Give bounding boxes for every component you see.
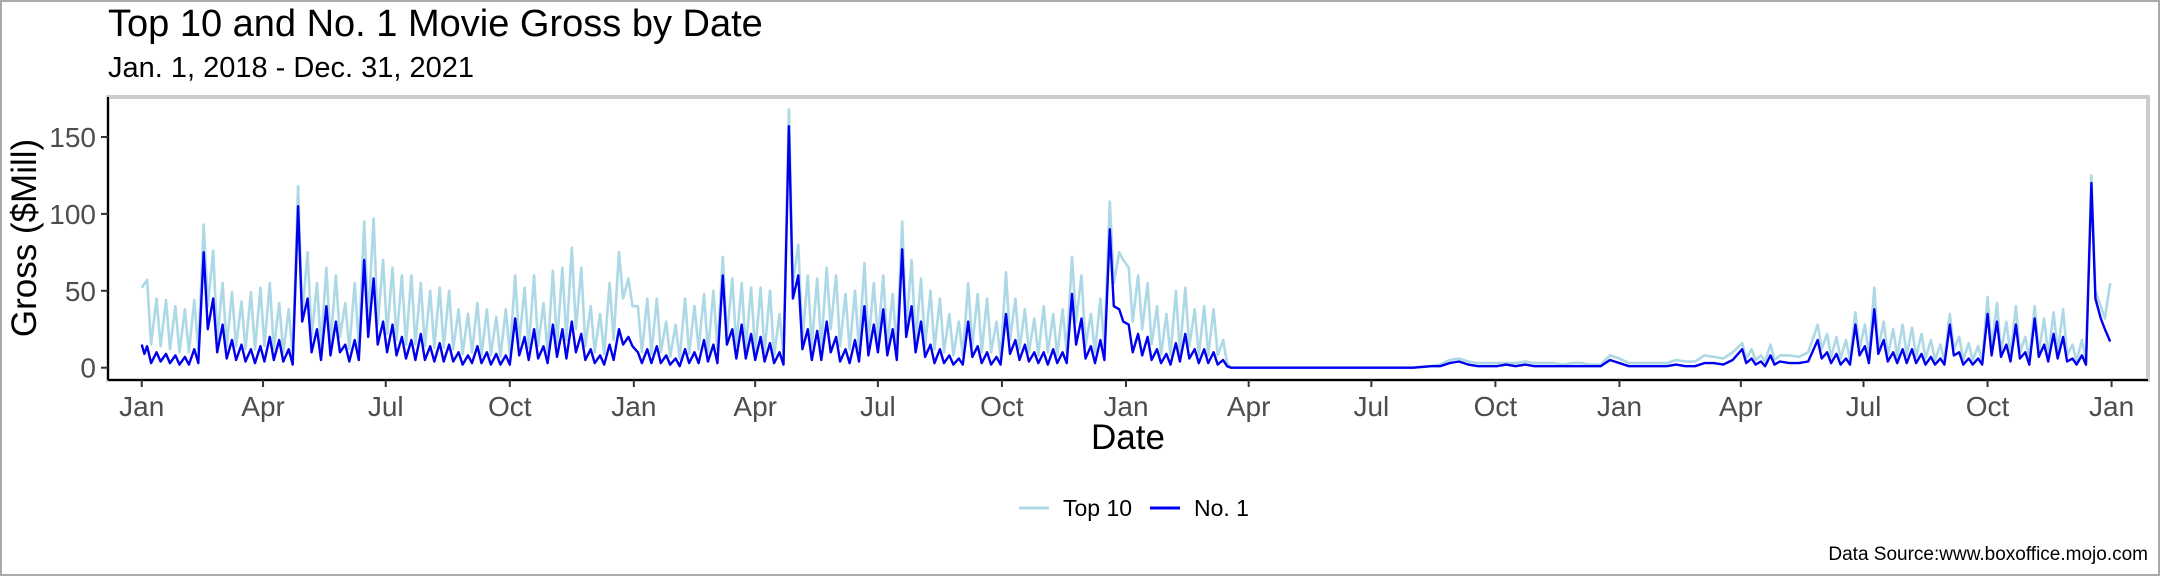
- legend: Top 10 No. 1: [1019, 495, 1249, 521]
- x-tick-label: Jan: [1597, 391, 1642, 422]
- chart-subtitle: Jan. 1, 2018 - Dec. 31, 2021: [108, 52, 474, 84]
- y-axis-ticks: 0 50 100 150: [49, 122, 108, 384]
- legend-label-no-1: No. 1: [1194, 495, 1249, 521]
- x-tick-label: Oct: [1474, 391, 1518, 422]
- x-tick-label: Oct: [488, 391, 532, 422]
- y-tick-label: 150: [49, 122, 96, 153]
- x-tick-label: Jan: [119, 391, 164, 422]
- legend-label-top-10: Top 10: [1063, 495, 1132, 521]
- y-tick-label: 0: [80, 353, 96, 384]
- x-tick-label: Jul: [1846, 391, 1882, 422]
- x-tick-label: Jul: [368, 391, 404, 422]
- x-tick-label: Jul: [860, 391, 896, 422]
- y-axis-title: Gross ($Mill): [5, 139, 44, 337]
- x-tick-label: Apr: [241, 391, 285, 422]
- x-axis-ticks: Jan Apr Jul Oct Jan Apr Jul Oct Jan Apr Jul Oct Jan A…: [119, 380, 2134, 422]
- data-source-caption: Data Source:www.boxoffice.mojo.com: [1828, 544, 2148, 565]
- y-tick-label: 100: [49, 199, 96, 230]
- x-tick-label: Oct: [1966, 391, 2010, 422]
- x-tick-label: Oct: [980, 391, 1024, 422]
- x-tick-label: Apr: [1227, 391, 1271, 422]
- x-tick-label: Jan: [611, 391, 656, 422]
- x-tick-label: Jul: [1353, 391, 1389, 422]
- series-line-top-10: [142, 109, 2111, 367]
- chart-title: Top 10 and No. 1 Movie Gross by Date: [108, 3, 763, 45]
- x-tick-label: Apr: [1719, 391, 1763, 422]
- x-axis-title: Date: [1091, 418, 1165, 457]
- y-tick-label: 50: [65, 276, 96, 307]
- series-layer: [142, 109, 2111, 367]
- x-tick-label: Jan: [2089, 391, 2134, 422]
- x-tick-label: Apr: [733, 391, 777, 422]
